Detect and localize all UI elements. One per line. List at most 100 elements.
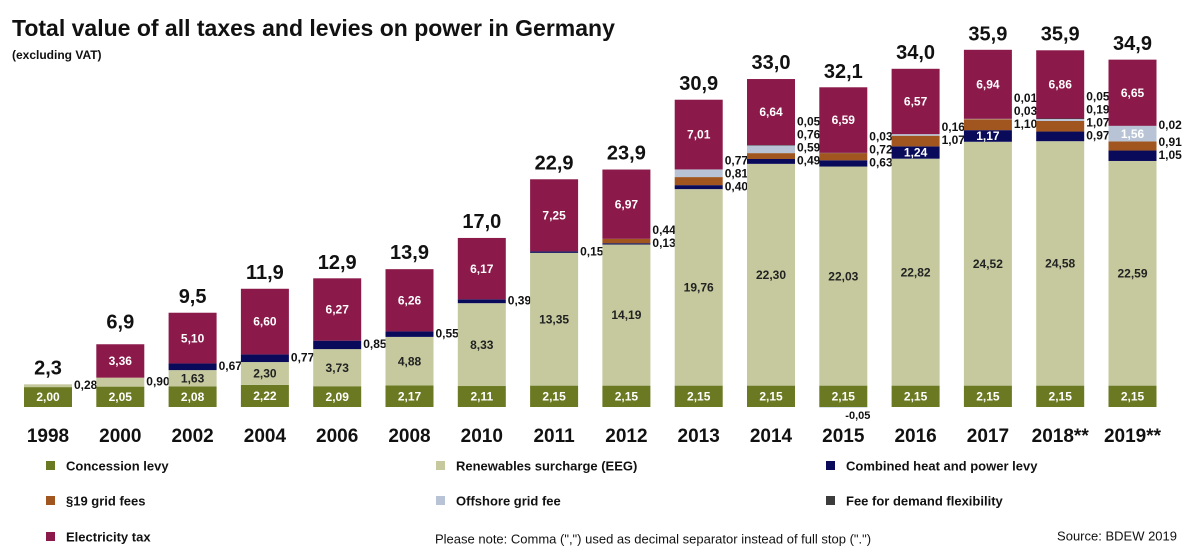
value-label: 0,72 [869,143,893,157]
value-label: 0,16 [942,120,966,134]
value-label: 14,19 [611,308,641,322]
value-label: 6,27 [326,303,350,317]
value-label: 5,10 [181,331,205,345]
bar-segment [1108,160,1157,386]
x-tick-label: 2016 [894,426,936,447]
total-label: 13,9 [390,242,429,264]
bar-segment [963,385,1012,407]
bar-segment [96,386,145,407]
bar-segment [457,237,506,300]
bar-segment [24,384,72,388]
bar-segment [96,344,145,378]
value-label: 6,97 [615,197,639,211]
bar-segment [457,386,506,407]
value-label: 0,15 [580,244,604,258]
x-tick-label: 2015 [822,426,865,447]
value-label: 22,03 [828,269,858,283]
bar-segment [963,49,1012,119]
x-tick-label: 2012 [605,426,647,447]
value-label: 6,86 [1049,78,1073,92]
value-label: 1,10 [1014,117,1038,131]
total-label: 35,9 [968,23,1007,45]
value-label: 0,59 [797,141,821,155]
value-label: 2,09 [326,390,350,404]
bar-segment [168,312,217,364]
value-label: 7,01 [687,128,711,142]
bar-segment [602,169,651,239]
legend-label: Concession levy [66,458,169,473]
bar-segment [674,99,723,170]
value-label: 2,30 [253,367,277,381]
x-tick-label: 2017 [967,426,1009,447]
bar-segment [747,163,795,386]
value-label: 2,15 [1121,389,1145,403]
bar-segment [819,385,868,407]
value-label: 6,64 [759,105,783,119]
note: Please note: Comma (",") used as decimal… [435,531,871,546]
value-label: 2,22 [253,389,277,403]
value-label: 2,15 [976,389,1000,403]
legend-swatch [46,532,55,541]
value-label: 19,76 [684,281,714,295]
legend-swatch [436,461,445,470]
value-label: 1,07 [942,133,966,147]
bar-segment [530,252,579,386]
value-label: 0,05 [1086,90,1110,104]
legend-label: Electricity tax [66,529,151,544]
value-label: 2,00 [36,390,60,404]
total-label: 32,1 [824,61,863,83]
legend-swatch [46,461,55,470]
bar-segment [891,158,940,386]
bar-segment [674,185,723,190]
legend-label: Fee for demand flexibility [846,493,1004,508]
chart-title: Total value of all taxes and levies on p… [12,15,615,41]
value-label: 1,05 [1159,148,1183,162]
value-label: 0,91 [1159,135,1183,149]
value-label: 0,44 [652,223,676,237]
bar-segment [385,336,434,386]
bar-segment [313,386,362,407]
value-label: 0,28 [74,378,98,392]
value-label: 0,13 [652,236,676,250]
value-label: 0,63 [869,156,893,170]
bar-segment [1036,131,1085,142]
value-label: 0,55 [436,326,460,340]
value-label: 0,49 [797,154,821,168]
bar-segment [1036,141,1085,386]
value-label: 4,88 [398,354,422,368]
total-label: 30,9 [679,73,718,95]
value-label: 0,81 [725,166,749,180]
value-label: 1,63 [181,371,205,385]
value-label: 0,03 [1014,104,1038,118]
value-label: 0,76 [797,128,821,142]
bar-segment [963,141,1012,386]
value-label: 0,05 [797,115,821,129]
bar-segment [168,386,217,407]
bar-segment [240,354,289,363]
bar-segment [891,135,940,147]
value-label: 0,90 [146,374,170,388]
total-label: 34,9 [1113,33,1152,55]
legend-label: §19 grid fees [66,493,146,508]
bar-segment [385,385,434,407]
x-tick-label: 2010 [461,426,503,447]
total-label: 23,9 [607,143,646,165]
value-label: 24,58 [1045,257,1075,271]
total-label: 35,9 [1041,23,1080,45]
total-label: 9,5 [179,286,207,308]
x-tick-label: 1998 [27,426,69,447]
value-label: 24,52 [973,257,1003,271]
value-label: 0,19 [1086,103,1110,117]
legend-swatch [46,496,55,505]
legend-label: Combined heat and power levy [846,458,1038,473]
bar-segment [963,119,1012,131]
legend-label: Offshore grid fee [456,493,561,508]
value-label: 13,35 [539,312,569,326]
total-label: 2,3 [34,357,62,379]
bar-segment [1036,120,1085,132]
bar-segment [1036,119,1085,121]
bar-segment [313,278,362,341]
bar-segment [1108,59,1157,126]
value-label: 0,03 [869,130,893,144]
bar-segment [240,288,289,355]
